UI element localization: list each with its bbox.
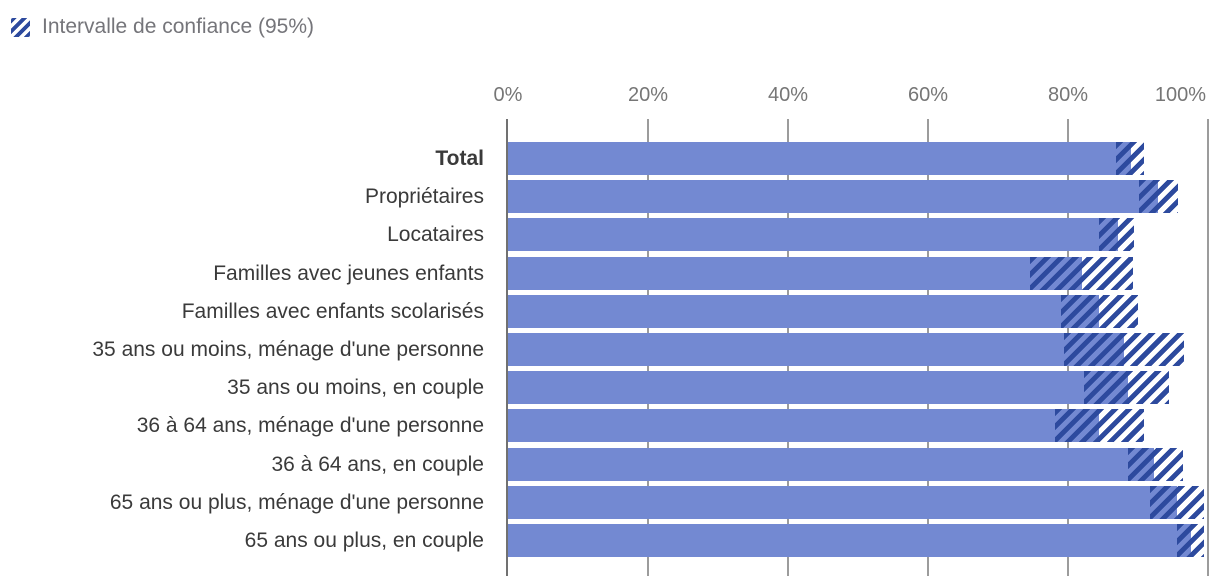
x-tick-label: 0% xyxy=(493,84,523,106)
bar xyxy=(508,142,1131,175)
category-label: 65 ans ou plus, en couple xyxy=(244,528,484,552)
category-label: Familles avec enfants scolarisés xyxy=(181,299,484,323)
bar-row: 35 ans ou moins, en couple xyxy=(0,371,1220,405)
bar-row: Locataires xyxy=(0,218,1220,252)
bar xyxy=(508,371,1129,405)
bar-track xyxy=(508,371,1220,405)
bar-row: Familles avec jeunes enfants xyxy=(0,256,1220,290)
confidence-interval-hatch xyxy=(1177,523,1204,557)
confidence-interval-hatch xyxy=(1138,180,1178,214)
bar-row: 36 à 64 ans, en couple xyxy=(0,447,1220,481)
bar-track xyxy=(508,180,1220,214)
legend: Intervalle de confiance (95%) xyxy=(11,15,314,39)
y-axis-line xyxy=(506,119,508,576)
confidence-interval-hatch xyxy=(1063,332,1185,366)
bar-track xyxy=(508,409,1220,443)
bar-track xyxy=(508,332,1220,366)
confidence-interval-hatch xyxy=(1084,371,1169,405)
category-label: 36 à 64 ans, ménage d'une personne xyxy=(136,414,484,438)
category-label: Locataires xyxy=(387,223,484,247)
x-tick-label: 40% xyxy=(767,84,809,106)
x-tick-label: 20% xyxy=(627,84,669,106)
confidence-interval-hatch xyxy=(1149,485,1204,519)
x-tick-label: 60% xyxy=(907,84,949,106)
category-label: 35 ans ou moins, ménage d'une personne xyxy=(92,337,484,361)
confidence-interval-hatch-icon xyxy=(11,17,30,37)
bar-track xyxy=(508,256,1220,290)
bar xyxy=(508,294,1099,328)
category-label: 35 ans ou moins, en couple xyxy=(227,376,484,400)
legend-label: Intervalle de confiance (95%) xyxy=(42,15,314,38)
category-label: Familles avec jeunes enfants xyxy=(213,261,484,285)
bar xyxy=(508,485,1178,519)
category-label: Total xyxy=(435,147,484,170)
gridline xyxy=(1207,119,1209,576)
bar-row: 36 à 64 ans, ménage d'une personne xyxy=(0,409,1220,443)
bar-track xyxy=(508,142,1220,175)
bar-row: 35 ans ou moins, ménage d'une personne xyxy=(0,332,1220,366)
bar xyxy=(508,523,1192,557)
bar-track xyxy=(508,485,1220,519)
confidence-interval-hatch xyxy=(1128,447,1183,481)
category-label: Propriétaires xyxy=(364,185,484,209)
bar-track xyxy=(508,523,1220,557)
bar-track xyxy=(508,218,1220,252)
confidence-interval-hatch xyxy=(1098,218,1134,252)
bar xyxy=(508,409,1099,443)
bar-row: 65 ans ou plus, en couple xyxy=(0,523,1220,557)
bar-row: Propriétaires xyxy=(0,180,1220,214)
confidence-interval-hatch xyxy=(1061,294,1138,328)
bars-area: Total Propriétaires Locataires Familles ave… xyxy=(0,142,1220,557)
bar-track xyxy=(508,294,1220,328)
confidence-interval-hatch xyxy=(1030,256,1134,290)
bar xyxy=(508,332,1124,366)
bar xyxy=(508,218,1118,252)
bar-row: 65 ans ou plus, ménage d'une personne xyxy=(0,485,1220,519)
bar-row: Familles avec enfants scolarisés xyxy=(0,294,1220,328)
bar-track xyxy=(508,447,1220,481)
category-label: 36 à 64 ans, en couple xyxy=(271,452,484,476)
bar xyxy=(508,180,1159,214)
confidence-interval-hatch xyxy=(1054,409,1145,443)
confidence-interval-hatch xyxy=(1116,142,1145,175)
x-tick-label: 100% xyxy=(1154,84,1206,106)
bar xyxy=(508,447,1155,481)
category-label: 65 ans ou plus, ménage d'une personne xyxy=(109,490,484,514)
bar-row: Total xyxy=(0,142,1220,175)
x-tick-label: 80% xyxy=(1047,84,1089,106)
bar xyxy=(508,256,1082,290)
